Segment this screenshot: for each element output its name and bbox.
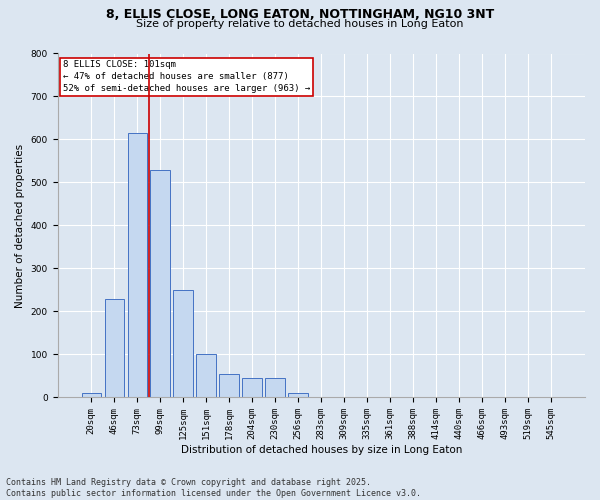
Bar	[220, 374, 239, 398]
Bar	[196, 354, 216, 398]
Text: 8 ELLIS CLOSE: 101sqm
← 47% of detached houses are smaller (877)
52% of semi-det: 8 ELLIS CLOSE: 101sqm ← 47% of detached …	[63, 60, 310, 93]
Bar	[173, 290, 193, 398]
Text: Contains HM Land Registry data © Crown copyright and database right 2025.
Contai: Contains HM Land Registry data © Crown c…	[6, 478, 421, 498]
Bar	[104, 298, 124, 398]
Bar	[82, 393, 101, 398]
Bar	[289, 393, 308, 398]
X-axis label: Distribution of detached houses by size in Long Eaton: Distribution of detached houses by size …	[181, 445, 462, 455]
Text: 8, ELLIS CLOSE, LONG EATON, NOTTINGHAM, NG10 3NT: 8, ELLIS CLOSE, LONG EATON, NOTTINGHAM, …	[106, 8, 494, 20]
Y-axis label: Number of detached properties: Number of detached properties	[15, 144, 25, 308]
Bar	[128, 133, 147, 398]
Bar	[242, 378, 262, 398]
Text: Size of property relative to detached houses in Long Eaton: Size of property relative to detached ho…	[136, 19, 464, 29]
Bar	[265, 378, 285, 398]
Bar	[151, 170, 170, 398]
